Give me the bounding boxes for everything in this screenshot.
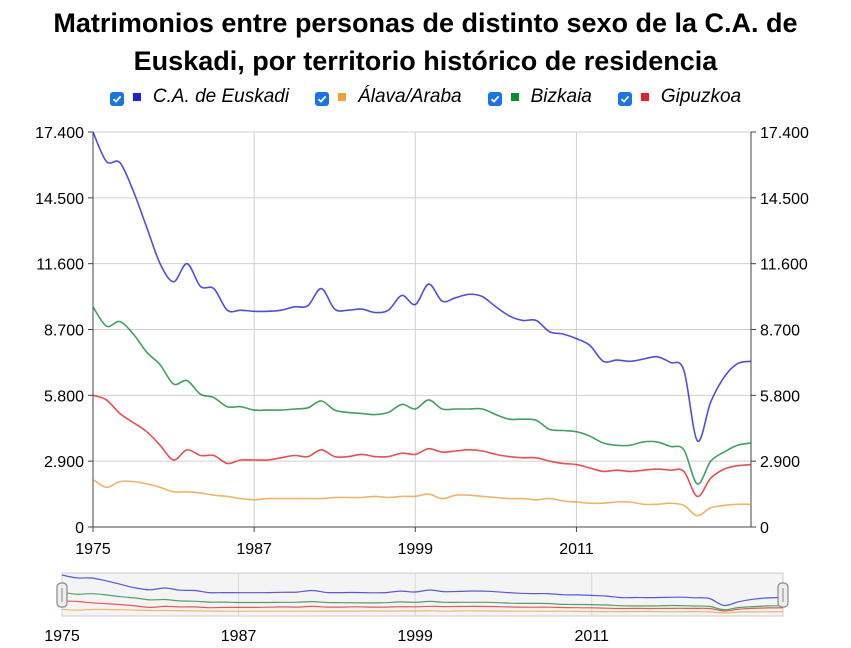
y-tick-label-left: 11.600	[36, 257, 84, 274]
legend-label: Gipuzkoa	[660, 86, 742, 107]
x-tick-label: 1975	[75, 541, 111, 558]
navigator-line-bizkaia	[61, 591, 784, 611]
chart-title: Matrimonios entre personas de distinto s…	[53, 8, 798, 76]
y-tick-label-left: 14.500	[35, 191, 84, 208]
checkbox-checked-icon[interactable]	[109, 91, 124, 106]
legend-label: C.A. de Euskadi	[152, 86, 290, 107]
checkbox-checked-icon[interactable]	[617, 91, 632, 106]
navigator-line-alava-araba	[61, 608, 784, 614]
y-tick-label-left: 0	[75, 520, 84, 537]
y-tick-label-right: 2.900	[760, 454, 800, 471]
legend-swatch	[640, 93, 649, 101]
legend-label: Álava/Araba	[358, 86, 462, 107]
y-tick-label-left: 2.900	[44, 454, 84, 471]
x-tick-label: 1987	[236, 541, 272, 558]
x-tick-label: 1999	[397, 541, 433, 558]
legend-swatch	[510, 93, 519, 101]
navigator-x-tick-label: 1999	[397, 628, 433, 645]
navigator-x-tick-label: 1975	[44, 628, 80, 645]
y-tick-label-left: 8.700	[44, 323, 84, 340]
y-tick-label-right: 14.500	[760, 191, 809, 208]
series-line-alava-araba[interactable]	[92, 478, 752, 517]
navigator-background	[61, 572, 784, 617]
y-tick-label-right: 11.600	[760, 257, 808, 274]
legend-label: Bizkaia	[530, 86, 592, 107]
navigator-x-tick-label: 2011	[575, 628, 610, 645]
series-line-bizkaia[interactable]	[92, 306, 752, 485]
legend-item-gipuzkoa[interactable]: Gipuzkoa	[617, 86, 742, 108]
y-tick-label-right: 0	[760, 520, 769, 537]
legend: C.A. de Euskadi Álava/Araba Bizkaia Gipu…	[0, 86, 851, 108]
y-tick-label-left: 17.400	[35, 125, 84, 142]
navigator-line-c-a-de-euskadi	[61, 574, 784, 607]
legend-item-euskadi[interactable]: C.A. de Euskadi	[109, 86, 290, 108]
y-tick-label-left: 5.800	[44, 388, 84, 405]
series-line-gipuzkoa[interactable]	[92, 394, 752, 498]
y-tick-label-right: 5.800	[760, 388, 800, 405]
y-tick-label-right: 17.400	[760, 125, 809, 142]
checkbox-checked-icon[interactable]	[487, 91, 502, 106]
legend-swatch	[338, 93, 347, 101]
series-line-c-a-de-euskadi[interactable]	[92, 131, 752, 442]
legend-item-alava[interactable]: Álava/Araba	[315, 86, 462, 108]
legend-swatch	[132, 93, 141, 101]
checkbox-checked-icon[interactable]	[315, 91, 330, 106]
y-tick-label-right: 8.700	[760, 323, 800, 340]
navigator-x-tick-label: 1987	[221, 628, 257, 645]
x-tick-label: 2011	[559, 541, 594, 558]
navigator-line-gipuzkoa	[61, 600, 784, 612]
legend-item-bizkaia[interactable]: Bizkaia	[487, 86, 592, 108]
